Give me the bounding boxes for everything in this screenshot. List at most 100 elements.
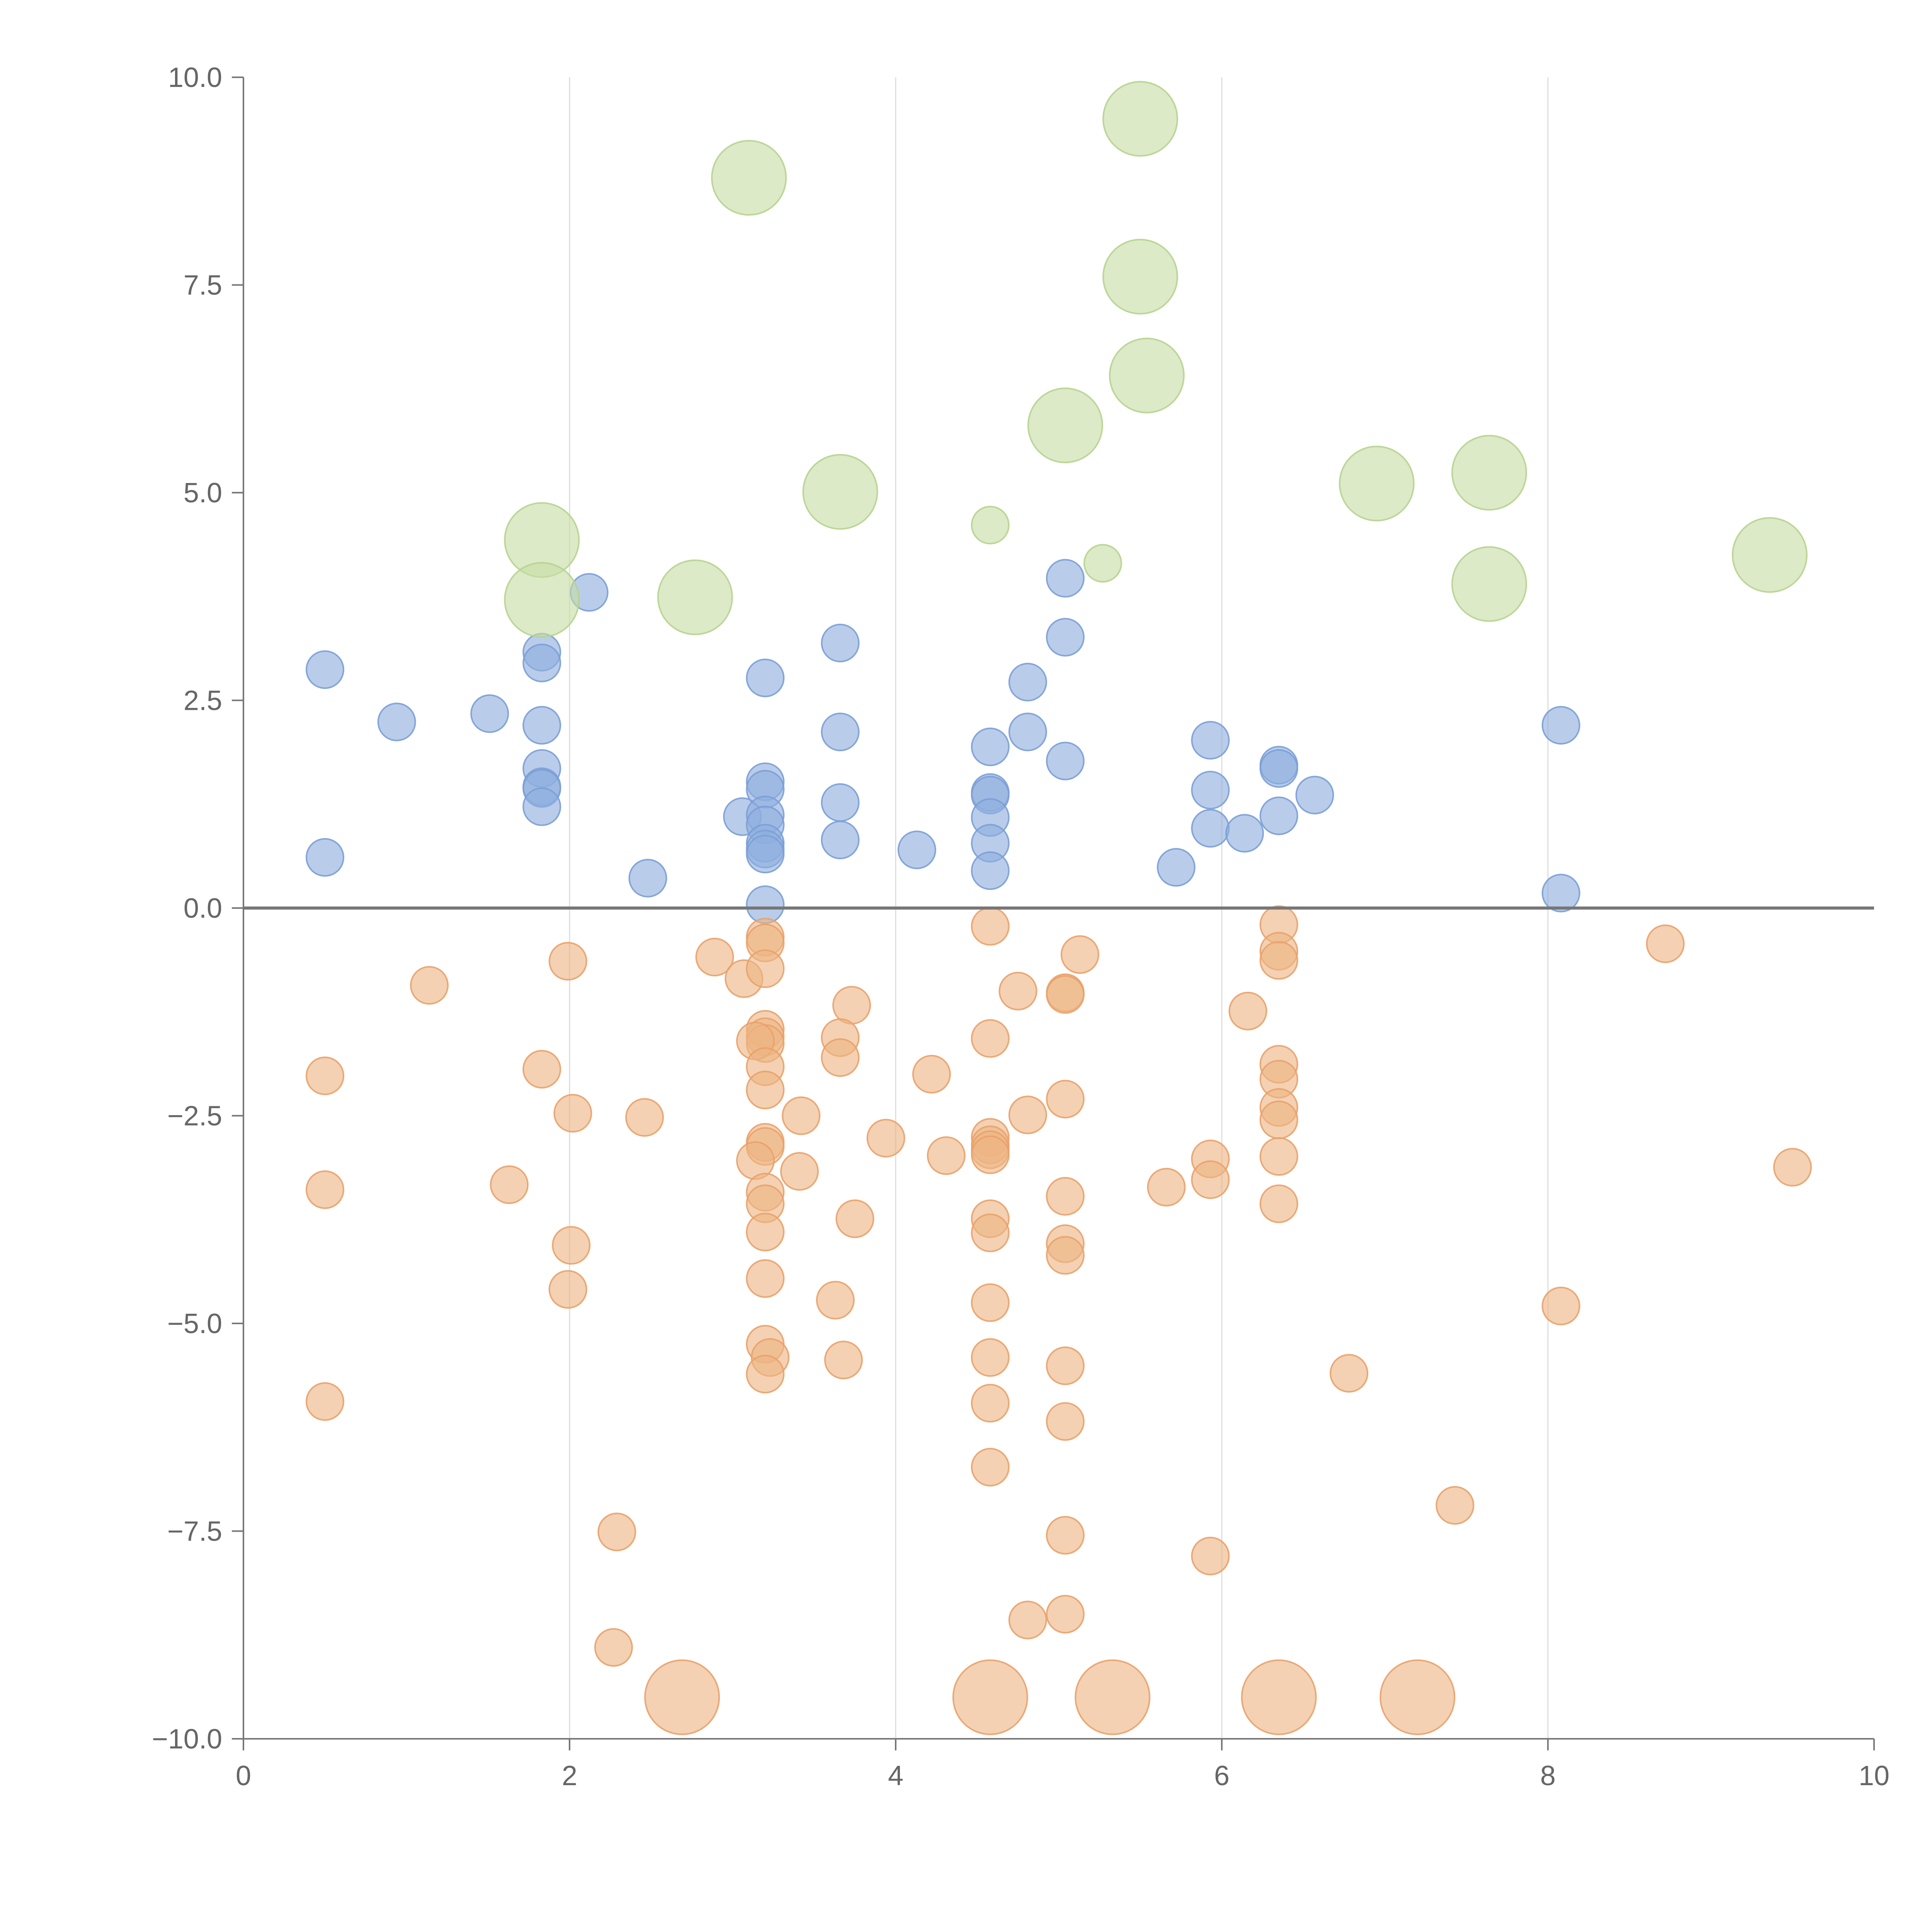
data-point-negative-large-3	[1241, 1659, 1317, 1735]
data-point-positive-39	[1156, 848, 1196, 887]
data-point-negative-39	[835, 1199, 874, 1238]
x-tick-label-3: 6	[1214, 1760, 1230, 1791]
y-tick-label-5: −2.5	[167, 1101, 222, 1132]
x-tick-label-1: 2	[562, 1760, 577, 1791]
data-point-negative-10	[625, 1098, 664, 1137]
data-point-negative-large-4	[1379, 1659, 1456, 1735]
y-tick-label-7: −7.5	[167, 1516, 222, 1547]
data-point-negative-23	[746, 1070, 785, 1109]
data-point-positive-large-8	[1102, 81, 1178, 157]
data-point-negative-85	[1330, 1354, 1369, 1393]
data-point-positive-35	[1008, 713, 1047, 752]
data-point-negative-7	[553, 1094, 592, 1133]
data-point-positive-large-11	[1338, 446, 1415, 522]
data-point-negative-69	[1046, 1595, 1085, 1634]
data-point-negative-large-1	[952, 1659, 1028, 1735]
data-point-negative-5	[522, 1050, 561, 1089]
data-point-positive-large-1	[504, 562, 580, 638]
data-point-negative-54	[971, 1338, 1010, 1377]
data-point-positive-42	[1191, 809, 1230, 848]
data-point-negative-55	[971, 1384, 1010, 1423]
data-point-negative-38	[821, 1038, 860, 1077]
x-tick-label-2: 4	[888, 1760, 903, 1791]
data-point-negative-44	[927, 1136, 966, 1175]
data-point-positive-49	[1541, 874, 1580, 913]
data-point-positive-6	[522, 706, 561, 745]
data-point-negative-34	[782, 1096, 821, 1135]
data-point-negative-53	[971, 1283, 1010, 1322]
data-point-negative-52	[971, 1213, 1010, 1252]
data-point-positive-large-14	[1731, 517, 1808, 593]
data-point-positive-40	[1191, 721, 1230, 760]
data-point-positive-26	[821, 820, 860, 859]
axes	[232, 77, 1875, 1750]
data-point-negative-36	[832, 986, 871, 1025]
y-tick-label-8: −10.0	[152, 1724, 222, 1755]
data-point-positive-28	[971, 727, 1010, 766]
data-point-positive-33	[971, 851, 1010, 890]
data-point-negative-66	[1046, 1346, 1085, 1385]
data-point-negative-41	[824, 1340, 863, 1379]
data-point-positive-14	[746, 658, 785, 697]
data-point-positive-23	[821, 624, 860, 663]
data-point-negative-67	[1046, 1402, 1085, 1441]
data-point-negative-70	[1060, 935, 1099, 974]
data-point-negative-4	[490, 1165, 529, 1204]
data-points	[306, 81, 1812, 1735]
data-point-positive-1	[306, 838, 344, 877]
data-point-negative-83	[1259, 1137, 1298, 1176]
data-point-negative-40	[816, 1281, 855, 1320]
data-point-negative-61	[1046, 975, 1085, 1014]
data-point-negative-62	[1046, 1080, 1085, 1119]
y-tick-label-2: 5.0	[184, 478, 222, 509]
data-point-positive-large-4	[802, 454, 878, 530]
y-tick-label-3: 2.5	[184, 685, 222, 716]
x-tick-label-0: 0	[236, 1760, 251, 1791]
data-point-negative-89	[1773, 1148, 1812, 1187]
data-point-positive-47	[1295, 776, 1334, 815]
data-point-negative-29	[746, 1213, 785, 1252]
data-point-positive-24	[821, 713, 860, 752]
data-point-negative-88	[1646, 924, 1685, 963]
data-point-negative-42	[866, 1119, 905, 1158]
y-tick-label-6: −5.0	[167, 1308, 222, 1339]
data-point-negative-0	[306, 1056, 344, 1095]
data-point-positive-large-13	[1451, 546, 1527, 622]
data-point-negative-59	[1008, 1095, 1047, 1134]
data-point-negative-13	[695, 937, 734, 976]
data-point-negative-30	[746, 1259, 785, 1298]
data-point-positive-large-5	[971, 505, 1010, 544]
data-point-positive-large-7	[1083, 544, 1122, 583]
data-point-negative-1	[306, 1170, 344, 1209]
data-point-negative-86	[1435, 1486, 1475, 1525]
data-point-positive-large-3	[711, 140, 787, 216]
data-point-negative-50	[971, 1135, 1010, 1174]
data-point-positive-0	[306, 650, 344, 689]
data-point-negative-78	[1259, 941, 1298, 980]
data-point-positive-27	[897, 830, 936, 869]
data-point-positive-41	[1191, 770, 1230, 810]
data-point-negative-58	[998, 972, 1037, 1010]
data-point-positive-3	[470, 694, 509, 733]
data-point-positive-large-6	[1027, 387, 1103, 463]
data-point-positive-21	[746, 835, 785, 874]
data-point-positive-large-2	[657, 559, 733, 635]
data-point-positive-10	[522, 787, 561, 826]
data-point-positive-43	[1225, 814, 1264, 853]
data-point-negative-63	[1046, 1177, 1085, 1216]
data-point-negative-6	[548, 942, 587, 981]
data-point-negative-large-0	[644, 1659, 720, 1735]
y-tick-label-1: 7.5	[184, 270, 222, 301]
data-point-positive-46	[1259, 796, 1298, 835]
data-point-negative-68	[1046, 1516, 1085, 1555]
data-point-negative-74	[1191, 1537, 1230, 1575]
data-point-negative-73	[1191, 1160, 1230, 1199]
data-point-positive-5	[522, 643, 561, 682]
data-point-negative-82	[1259, 1100, 1298, 1139]
data-point-positive-37	[1046, 618, 1085, 657]
data-point-positive-22	[746, 885, 785, 924]
data-point-negative-46	[971, 1019, 1010, 1058]
x-tick-label-4: 8	[1540, 1760, 1556, 1791]
x-tick-label-5: 10	[1859, 1760, 1889, 1791]
